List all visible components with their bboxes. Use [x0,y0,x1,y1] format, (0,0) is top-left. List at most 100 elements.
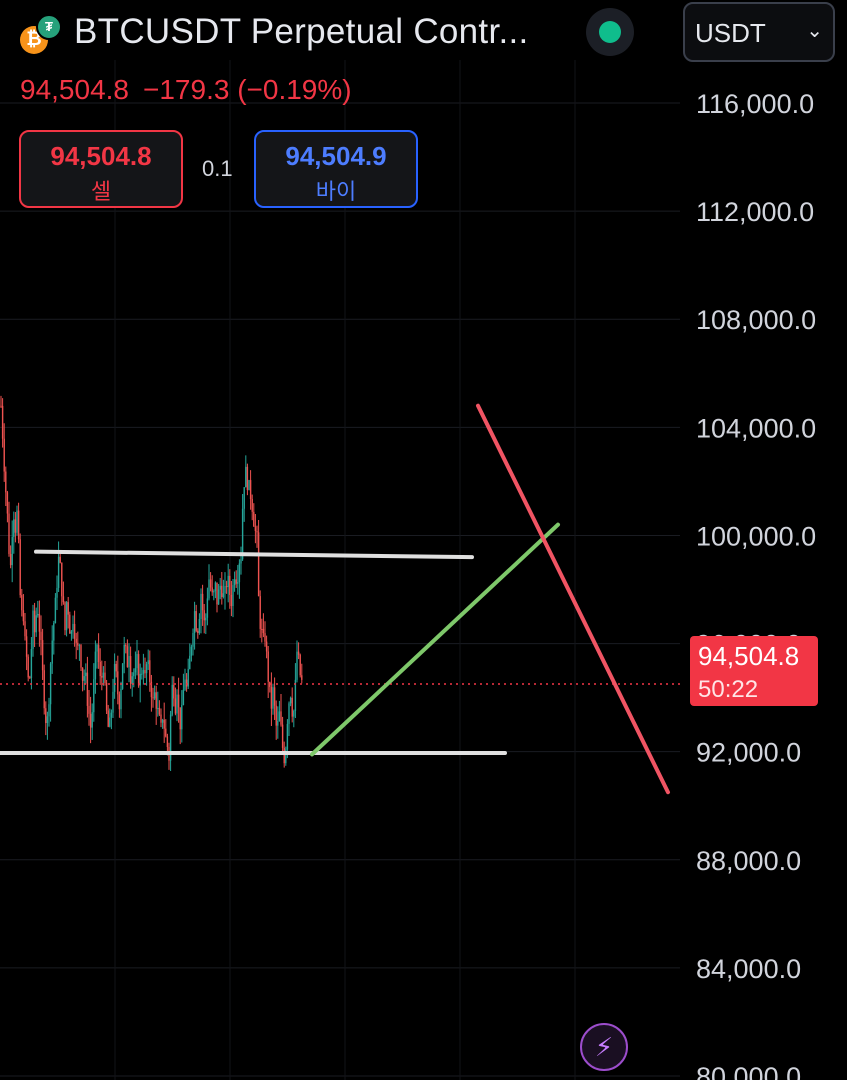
candle-body [81,667,84,681]
candle-body [72,623,74,632]
candle-body [142,670,145,674]
candle-body [57,556,60,588]
currency-value: USDT [695,18,766,48]
candle-body [193,611,196,634]
candle-body [286,723,289,750]
candle-body [213,591,215,593]
candle-body [155,692,157,709]
candle-body [262,628,265,634]
downtrend-line[interactable] [476,403,670,795]
current-price-label: 94,504.8 [698,641,800,671]
candle-body [89,713,92,728]
candle-body [277,720,279,726]
pair-logo: ₿ ₮ [20,14,62,54]
price-axis: 116,000.0 112,000.0 108,000.0 104,000.0 100,… [696,89,816,1080]
price-tick-label: 100,000.0 [696,521,816,551]
candle-body [275,705,277,726]
candle-body [192,633,194,647]
price-tick-label: 108,000.0 [696,305,816,335]
candle-body [197,630,199,634]
candle-body [38,613,41,632]
candle-body [254,526,257,532]
candle-body [107,710,109,727]
candle-body [227,575,229,588]
candle-body [152,697,154,699]
candle-body [251,499,253,512]
candle-body [3,438,5,472]
last-quote: 94,504.8 −179.3 (−0.19%) [20,74,352,106]
candle-body [299,654,301,676]
candle-body [166,736,169,747]
candle-body [11,536,13,566]
candle-body [240,559,242,564]
candle-body [96,644,98,652]
candle-body [128,656,130,668]
candle-body [136,654,138,669]
candle-body [165,728,167,737]
chart-drawings[interactable] [0,403,670,795]
candle-body [109,717,111,727]
candle-body [93,679,95,713]
candle-body [163,719,165,729]
candle-body [198,619,201,634]
candle-body [245,466,247,488]
candle-body [285,749,287,764]
market-status-button[interactable] [586,8,634,56]
sell-button[interactable]: 94,504.8 셀 [19,130,183,208]
candle-body [267,651,269,682]
buy-price: 94,504.9 [285,141,387,171]
candles [0,395,303,771]
candle-body [296,651,298,680]
upper-range-line[interactable] [34,549,474,560]
candle-body [141,673,143,675]
candle-body [288,703,290,724]
candle-body [37,613,39,616]
candle-body [147,660,149,665]
candle-body [137,654,140,686]
chart-header: ₿ ₮ BTCUSDT Perpetual Contr... [0,0,680,70]
tether-icon: ₮ [36,14,62,40]
candle-body [73,623,76,639]
candle-body [217,589,220,605]
price-change: −179.3 (−0.19%) [143,74,352,105]
candle-body [70,631,73,634]
candle-body [14,519,17,533]
candle-body [120,688,122,710]
candle-body [259,596,261,629]
candle-body [195,611,197,631]
candle-body [294,679,297,711]
currency-select[interactable]: USDT ⌄ [683,2,835,62]
candle-body [181,705,183,730]
candle-body [53,623,55,641]
candle-body [45,708,47,724]
candle-body [67,602,69,615]
candle-body [273,687,276,706]
candle-body [118,694,121,710]
candle-body [241,508,244,560]
candle-body [161,719,164,723]
uptrend-line[interactable] [310,522,560,757]
candle-body [171,684,173,715]
candle-body [65,602,68,631]
candle-body [41,640,44,671]
candle-body [5,471,7,493]
candle-body [297,651,300,655]
buy-button[interactable]: 94,504.9 바이 [254,130,418,208]
candle-body [49,663,52,705]
candle-body [246,466,249,490]
candle-body [291,697,293,717]
candle-body [184,679,186,690]
candle-body [133,672,135,677]
candle-body [301,675,303,680]
candle-body [21,595,23,611]
candle-body [230,594,233,607]
candle-body [59,556,61,563]
candle-body [40,631,42,641]
candle-body [83,676,85,681]
candle-body [177,694,180,708]
symbol-title[interactable]: BTCUSDT Perpetual Contr... [74,12,529,51]
flash-icon[interactable]: ⚡ [580,1023,628,1071]
candle-body [174,698,177,714]
candle-body [43,670,45,709]
